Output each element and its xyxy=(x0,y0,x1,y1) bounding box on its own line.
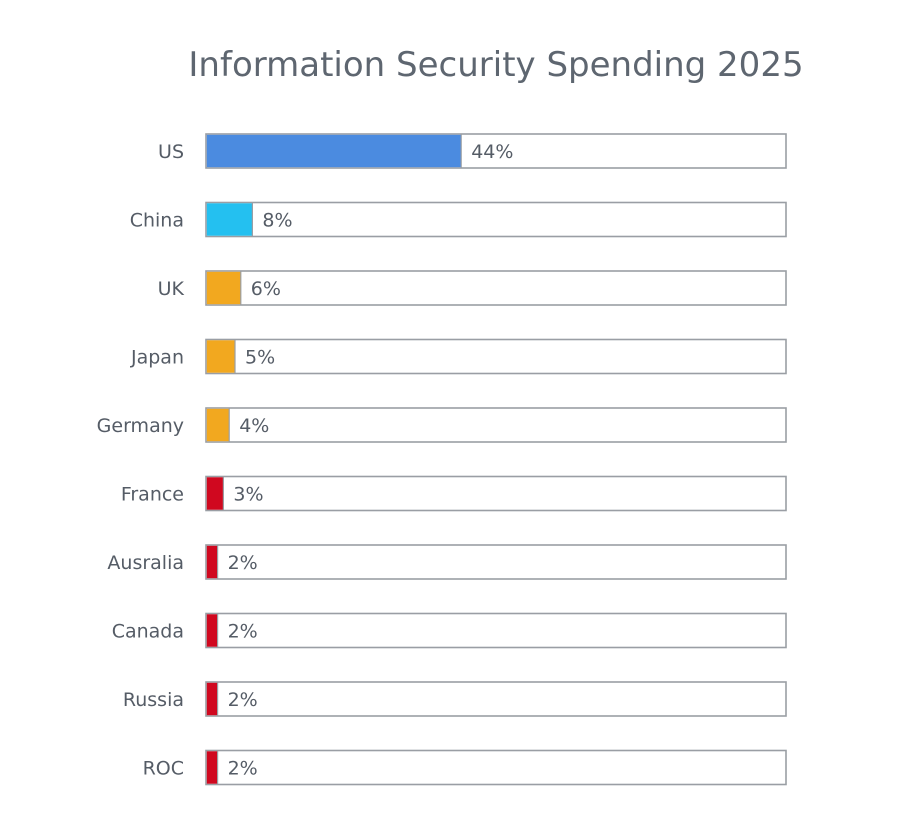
category-label-china: China xyxy=(130,210,184,232)
value-label-uk: 6% xyxy=(251,278,281,300)
value-label-germany: 4% xyxy=(239,415,269,437)
bars-group: US 44% China 8% UK 6% Japan 5% Germany 4% France 3%… xyxy=(97,133,787,786)
bar-japan xyxy=(206,340,235,373)
value-label-roc: 2% xyxy=(228,758,258,780)
bar-germany xyxy=(206,408,230,442)
bar-track-russia xyxy=(205,681,787,717)
bar-russia xyxy=(206,682,218,716)
bar-track-ausralia xyxy=(205,544,787,580)
value-label-us: 44% xyxy=(471,141,513,163)
value-label-russia: 2% xyxy=(228,689,258,711)
bar-us xyxy=(206,134,462,168)
bar-ausralia xyxy=(206,545,218,579)
category-label-japan: Japan xyxy=(130,347,184,369)
category-label-france: France xyxy=(121,484,184,506)
bar-track-germany xyxy=(205,407,787,443)
value-label-ausralia: 2% xyxy=(228,552,258,574)
bar-france xyxy=(206,477,224,510)
category-label-us: US xyxy=(158,141,184,163)
value-label-canada: 2% xyxy=(228,621,258,643)
category-label-uk: UK xyxy=(158,278,185,300)
value-label-japan: 5% xyxy=(245,347,275,369)
category-label-ausralia: Ausralia xyxy=(107,552,184,574)
bar-track-uk xyxy=(205,270,787,306)
bar-uk xyxy=(206,271,241,305)
category-label-russia: Russia xyxy=(123,689,184,711)
bar-track-roc xyxy=(205,749,787,786)
bar-roc xyxy=(206,751,218,784)
category-label-germany: Germany xyxy=(97,415,184,437)
value-label-china: 8% xyxy=(262,210,292,232)
bar-track-france xyxy=(205,475,787,512)
bar-track-china xyxy=(205,201,787,238)
chart-title: Information Security Spending 2025 xyxy=(188,45,803,85)
bar-china xyxy=(206,203,253,236)
bar-canada xyxy=(206,614,218,647)
category-label-canada: Canada xyxy=(112,621,184,643)
bar-track-japan xyxy=(205,338,787,375)
value-label-france: 3% xyxy=(233,484,263,506)
bar-track-canada xyxy=(205,612,787,649)
category-label-roc: ROC xyxy=(143,758,184,780)
